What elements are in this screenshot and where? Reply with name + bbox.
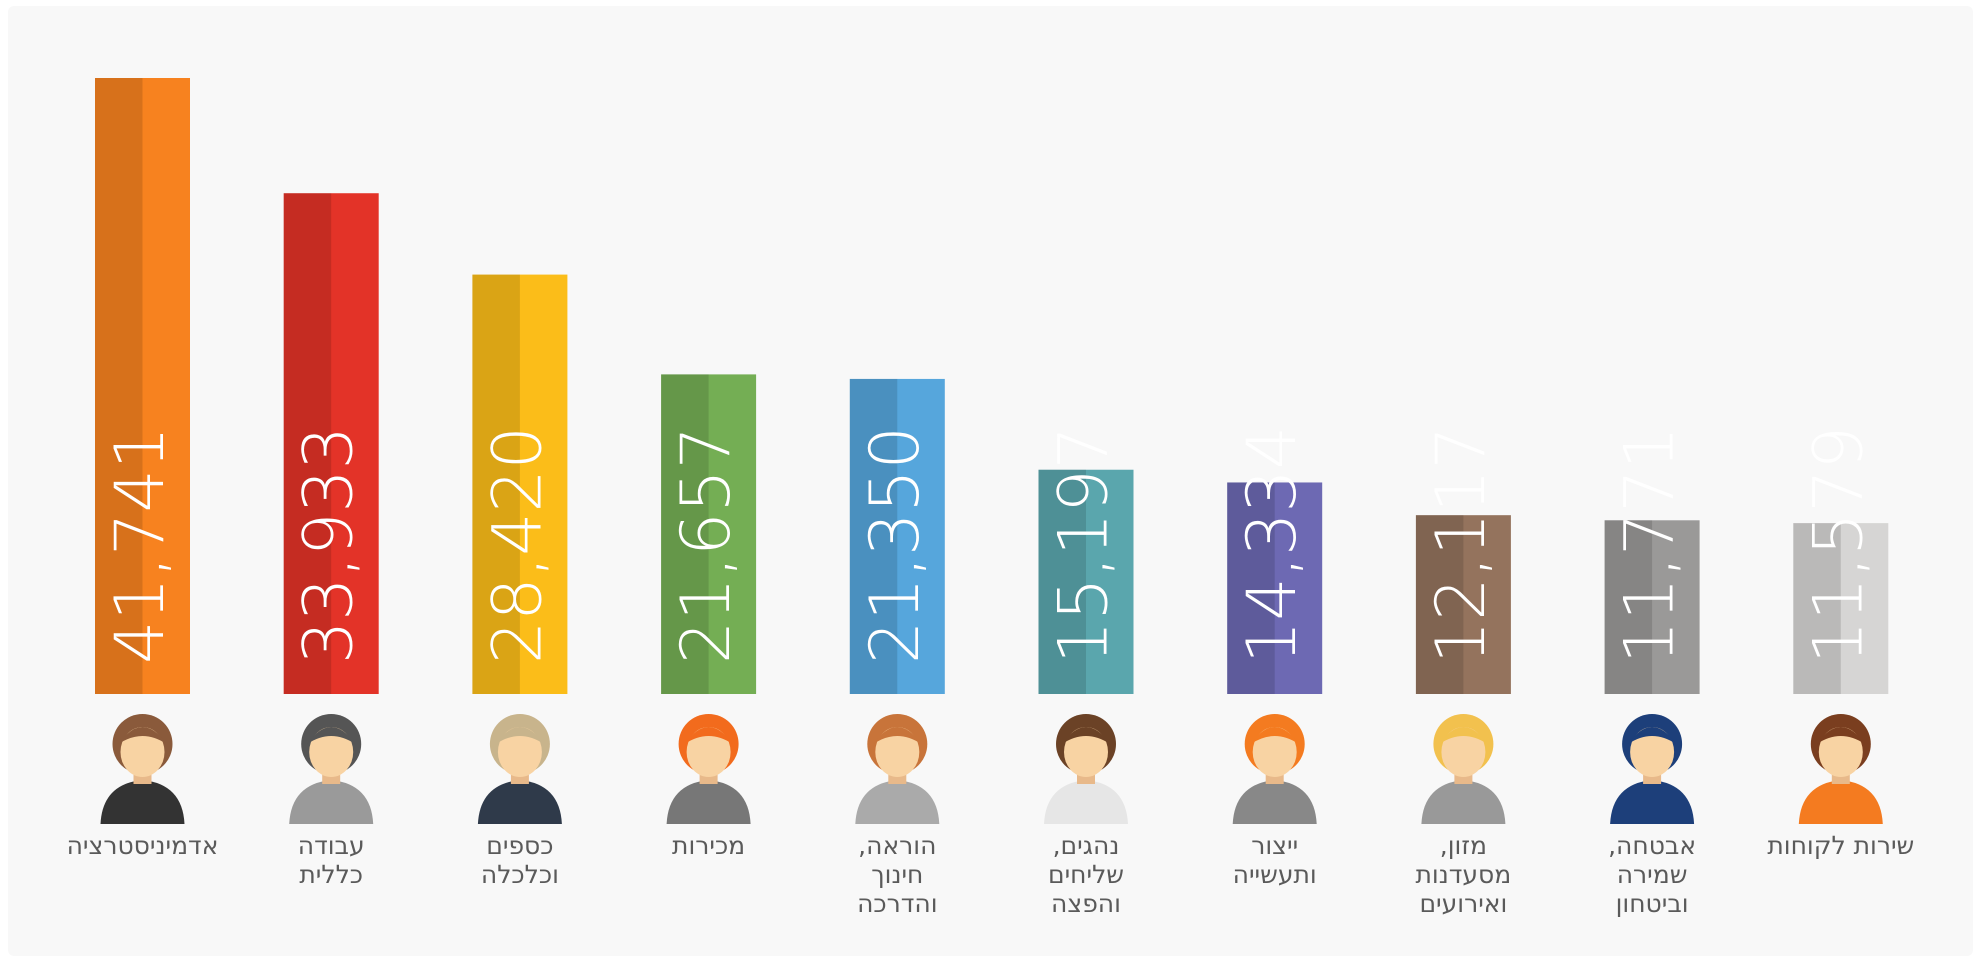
avatar-body bbox=[1799, 780, 1883, 824]
category-label: אדמיניסטרציה bbox=[53, 831, 233, 860]
category-label: אבטחה, שמירה וביטחון bbox=[1562, 831, 1742, 918]
value-label: 21,350 bbox=[856, 426, 935, 664]
value-label: 21,657 bbox=[667, 426, 746, 664]
category-label: נהגים, שליחים והפצה bbox=[996, 831, 1176, 918]
avatar-icon bbox=[1421, 714, 1505, 824]
avatar-icon bbox=[478, 714, 562, 824]
page: {"chart_data": {"type": "bar", "categori… bbox=[0, 0, 1985, 965]
avatar-body bbox=[1044, 780, 1128, 824]
value-label: 15,197 bbox=[1045, 426, 1124, 664]
avatar-body bbox=[1233, 780, 1317, 824]
value-label: 11,771 bbox=[1611, 426, 1690, 664]
chart: 41,741 33,933 28,420 21,657 21,350 15,197 14,3… bbox=[8, 6, 1973, 956]
value-label: 41,741 bbox=[101, 426, 180, 664]
chart-panel: 41,741 33,933 28,420 21,657 21,350 15,197 14,3… bbox=[8, 6, 1973, 956]
avatar-icon bbox=[1233, 714, 1317, 824]
avatar-icon bbox=[101, 714, 185, 824]
avatar-body bbox=[1421, 780, 1505, 824]
avatar-body bbox=[855, 780, 939, 824]
avatar-icon bbox=[667, 714, 751, 824]
category-label: מכירות bbox=[619, 831, 799, 860]
avatar-icon bbox=[1044, 714, 1128, 824]
value-label: 12,117 bbox=[1422, 426, 1501, 664]
avatar-body bbox=[101, 780, 185, 824]
value-label: 28,420 bbox=[478, 426, 557, 664]
value-label: 14,334 bbox=[1233, 426, 1312, 664]
avatar-icon bbox=[289, 714, 373, 824]
avatar-icon bbox=[1799, 714, 1883, 824]
value-label: 33,933 bbox=[290, 426, 369, 664]
category-label: עבודה כללית bbox=[241, 831, 421, 889]
category-label: שירות לקוחות bbox=[1751, 831, 1931, 860]
avatar-body bbox=[289, 780, 373, 824]
avatar-icon bbox=[1610, 714, 1694, 824]
category-label: הוראה, חינוך והדרכה bbox=[807, 831, 987, 918]
value-label: 11,579 bbox=[1799, 426, 1878, 664]
category-label: ייצור ותעשייה bbox=[1185, 831, 1365, 889]
avatar-body bbox=[1610, 780, 1694, 824]
category-label: כספים וכלכלה bbox=[430, 831, 610, 889]
avatar-icon bbox=[855, 714, 939, 824]
category-label: מזון, מסעדנות ואירועים bbox=[1373, 831, 1553, 918]
avatar-body bbox=[478, 780, 562, 824]
avatar-body bbox=[667, 780, 751, 824]
